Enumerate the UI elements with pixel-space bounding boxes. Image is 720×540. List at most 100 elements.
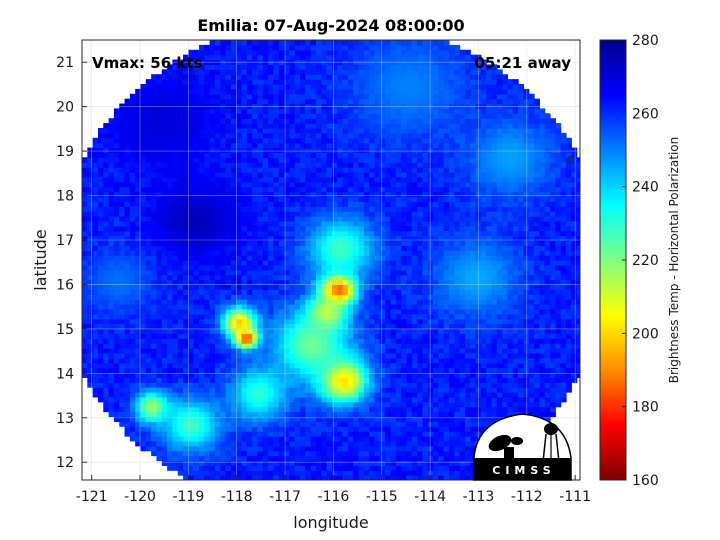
swath-cell bbox=[167, 299, 174, 305]
swath-cell bbox=[555, 328, 562, 334]
swath-cell bbox=[470, 470, 477, 476]
swath-cell bbox=[539, 230, 546, 237]
swath-cell bbox=[550, 250, 556, 256]
swath-cell bbox=[539, 206, 546, 212]
swath-cell bbox=[464, 318, 471, 325]
swath-cell bbox=[161, 225, 168, 232]
swath-cell bbox=[262, 313, 269, 320]
swath-cell bbox=[379, 250, 386, 256]
swath-cell bbox=[374, 216, 381, 222]
swath-cell bbox=[225, 450, 232, 457]
swath-cell bbox=[262, 445, 269, 452]
swath-cell bbox=[273, 450, 280, 457]
swath-cell bbox=[97, 343, 104, 349]
swath-cell bbox=[305, 216, 312, 222]
swath-cell bbox=[571, 362, 578, 369]
swath-cell bbox=[316, 274, 322, 281]
swath-cell bbox=[411, 328, 418, 334]
swath-cell bbox=[406, 313, 413, 320]
swath-cell bbox=[342, 318, 349, 325]
swath-cell bbox=[369, 279, 376, 286]
swath-cell bbox=[300, 323, 306, 330]
swath-cell bbox=[326, 225, 333, 232]
swath-cell bbox=[119, 382, 126, 388]
swath-cell bbox=[539, 323, 546, 330]
swath-cell bbox=[358, 445, 365, 452]
swath-cell bbox=[390, 250, 397, 256]
swath-cell bbox=[278, 323, 285, 330]
swath-cell bbox=[331, 328, 338, 334]
swath-cell bbox=[454, 387, 461, 393]
swath-cell bbox=[124, 274, 131, 281]
swath-cell bbox=[539, 220, 546, 227]
swath-cell bbox=[294, 201, 301, 207]
swath-cell bbox=[550, 216, 556, 222]
swath-cell bbox=[374, 338, 381, 344]
swath-cell bbox=[167, 338, 174, 344]
swath-cell bbox=[331, 225, 338, 232]
swath-cell bbox=[108, 372, 115, 378]
swath-cell bbox=[246, 264, 253, 271]
swath-cell bbox=[310, 416, 317, 422]
swath-cell bbox=[565, 308, 572, 315]
swath-cell bbox=[448, 220, 455, 227]
swath-cell bbox=[438, 245, 445, 251]
swath-cell bbox=[209, 313, 216, 320]
swath-cell bbox=[193, 421, 200, 427]
swath-cell bbox=[108, 216, 115, 222]
swath-cell bbox=[374, 352, 381, 359]
swath-cell bbox=[316, 279, 322, 286]
swath-cell bbox=[326, 304, 333, 310]
swath-cell bbox=[427, 264, 434, 271]
swath-cell bbox=[507, 387, 514, 393]
swath-cell bbox=[236, 357, 243, 364]
swath-cell bbox=[119, 289, 126, 295]
swath-cell bbox=[337, 440, 344, 447]
swath-cell bbox=[236, 294, 243, 300]
swath-cell bbox=[486, 269, 493, 276]
swath-cell bbox=[518, 206, 525, 212]
swath-cell bbox=[321, 250, 328, 256]
swath-cell bbox=[119, 304, 126, 310]
swath-cell bbox=[363, 338, 370, 344]
swath-cell bbox=[268, 304, 275, 310]
swath-cell bbox=[560, 206, 567, 212]
swath-cell bbox=[289, 328, 296, 334]
swath-cell bbox=[129, 362, 136, 369]
swath-cell bbox=[135, 357, 142, 364]
swath-cell bbox=[145, 323, 152, 330]
swath-cell bbox=[576, 269, 580, 276]
swath-cell bbox=[571, 294, 578, 300]
swath-cell bbox=[539, 406, 546, 413]
swath-cell bbox=[236, 289, 243, 295]
swath-cell bbox=[273, 362, 280, 369]
swath-cell bbox=[417, 250, 423, 256]
swath-cell bbox=[507, 313, 514, 320]
swath-cell bbox=[342, 206, 349, 212]
swath-cell bbox=[177, 445, 184, 452]
swath-cell bbox=[496, 201, 503, 207]
swath-cell bbox=[82, 245, 88, 251]
swath-cell bbox=[103, 220, 110, 227]
swath-cell bbox=[464, 225, 471, 232]
swath-cell bbox=[167, 343, 174, 349]
swath-cell bbox=[379, 431, 386, 437]
swath-cell bbox=[220, 274, 227, 281]
swath-cell bbox=[417, 216, 423, 222]
swath-cell bbox=[246, 279, 253, 286]
swath-cell bbox=[156, 431, 163, 437]
swath-cell bbox=[369, 235, 376, 242]
swath-cell bbox=[401, 299, 408, 305]
swath-cell bbox=[119, 338, 126, 344]
swath-cell bbox=[358, 289, 365, 295]
swath-cell bbox=[433, 304, 439, 310]
swath-cell bbox=[385, 338, 392, 344]
swath-cell bbox=[502, 318, 509, 325]
swath-cell bbox=[459, 308, 466, 315]
swath-cell bbox=[177, 421, 184, 427]
swath-cell bbox=[284, 460, 291, 466]
swath-cell bbox=[140, 421, 147, 427]
swath-cell bbox=[310, 211, 317, 217]
swath-cell bbox=[470, 279, 477, 286]
swath-cell bbox=[209, 294, 216, 300]
